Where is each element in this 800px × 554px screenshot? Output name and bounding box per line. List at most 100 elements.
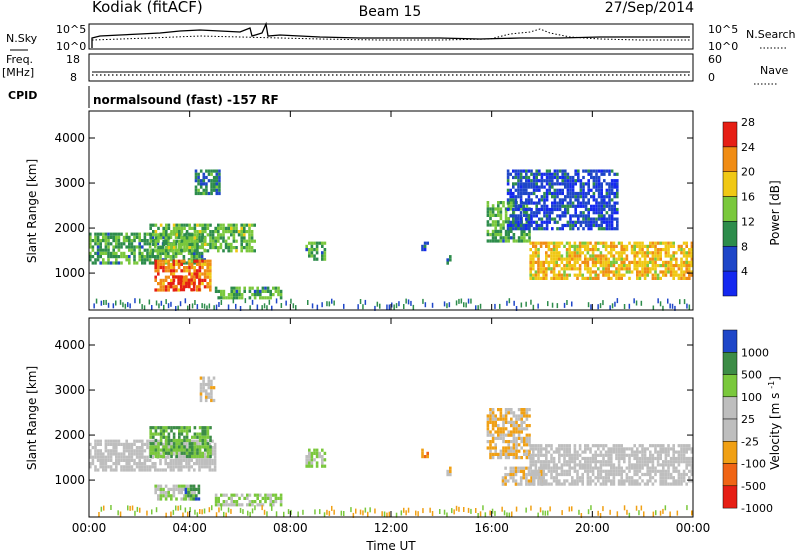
data-cell <box>107 455 110 459</box>
data-cell <box>421 455 424 459</box>
data-cell <box>565 463 569 467</box>
data-cell <box>201 259 204 263</box>
data-cell <box>605 169 609 173</box>
ground-scatter-cell <box>175 505 177 511</box>
data-cell <box>206 458 209 462</box>
data-cell <box>677 463 681 467</box>
data-cell <box>148 458 152 462</box>
data-cell <box>628 241 631 245</box>
data-cell <box>571 188 575 192</box>
data-cell <box>532 254 535 258</box>
data-cell <box>99 449 102 453</box>
data-cell <box>537 251 540 255</box>
data-cell <box>532 257 535 261</box>
data-cell <box>107 458 110 462</box>
data-cell <box>449 255 452 259</box>
data-cell <box>600 185 603 189</box>
data-cell <box>590 223 593 228</box>
data-cell <box>207 386 211 390</box>
data-cell <box>566 182 570 186</box>
data-cell <box>566 223 570 228</box>
data-cell <box>91 255 95 259</box>
data-cell <box>607 463 610 467</box>
data-cell <box>107 439 110 443</box>
data-cell <box>646 254 649 258</box>
data-cell <box>571 264 574 268</box>
data-cell <box>517 436 521 440</box>
data-cell <box>539 453 543 457</box>
data-cell <box>199 182 203 186</box>
ground-scatter-cell <box>211 505 213 511</box>
data-cell <box>603 214 606 218</box>
data-cell <box>507 420 510 424</box>
data-cell <box>205 182 208 186</box>
data-cell <box>201 233 204 237</box>
data-cell <box>543 207 546 212</box>
data-cell <box>646 479 649 483</box>
data-cell <box>502 446 505 450</box>
data-cell <box>535 207 538 212</box>
data-cell <box>633 254 636 258</box>
data-cell <box>190 251 193 255</box>
data-cell <box>197 491 201 495</box>
data-cell <box>318 455 321 459</box>
data-cell <box>615 453 618 457</box>
data-cell <box>491 207 495 211</box>
data-cell <box>308 241 311 245</box>
data-cell <box>604 469 608 473</box>
data-cell <box>525 479 528 483</box>
data-cell <box>138 455 141 459</box>
data-cell <box>115 465 118 469</box>
data-cell <box>545 254 548 258</box>
data-cell <box>162 278 165 282</box>
data-cell <box>243 496 246 500</box>
data-cell <box>102 452 105 456</box>
data-cell <box>198 269 202 273</box>
data-cell <box>539 450 543 454</box>
ground-scatter-cell <box>626 509 628 515</box>
data-cell <box>636 244 639 248</box>
data-cell <box>560 447 564 451</box>
data-cell <box>682 479 686 483</box>
data-cell <box>667 248 670 252</box>
data-cell <box>532 244 535 248</box>
data-cell <box>99 248 102 252</box>
data-cell <box>201 226 204 230</box>
data-cell <box>532 172 536 176</box>
data-cell <box>539 460 543 464</box>
data-cell <box>688 264 691 268</box>
data-cell <box>486 427 490 431</box>
data-cell <box>558 227 562 231</box>
data-cell <box>519 476 523 480</box>
data-cell <box>446 469 449 473</box>
data-cell <box>240 233 243 237</box>
data-cell <box>206 432 210 436</box>
data-cell <box>539 270 543 274</box>
data-cell <box>587 211 590 215</box>
data-cell <box>209 223 212 227</box>
data-cell <box>198 281 201 285</box>
data-cell <box>604 476 608 480</box>
data-cell <box>195 439 199 443</box>
ground-scatter-cell <box>395 303 398 309</box>
data-cell <box>529 447 532 451</box>
data-cell <box>115 446 118 450</box>
data-cell <box>612 466 616 470</box>
data-cell <box>240 249 243 253</box>
data-cell <box>578 257 582 261</box>
data-cell <box>423 244 427 248</box>
data-cell <box>568 260 571 264</box>
data-cell <box>102 239 105 243</box>
data-cell <box>206 233 210 237</box>
data-cell <box>591 469 595 473</box>
data-cell <box>568 472 571 477</box>
data-cell <box>507 236 510 240</box>
data-cell <box>159 484 163 488</box>
data-cell <box>130 468 134 472</box>
data-cell <box>310 451 314 455</box>
data-cell <box>109 442 113 446</box>
data-cell <box>534 476 538 480</box>
data-cell <box>183 451 186 455</box>
data-cell <box>600 211 603 215</box>
data-cell <box>563 257 566 261</box>
